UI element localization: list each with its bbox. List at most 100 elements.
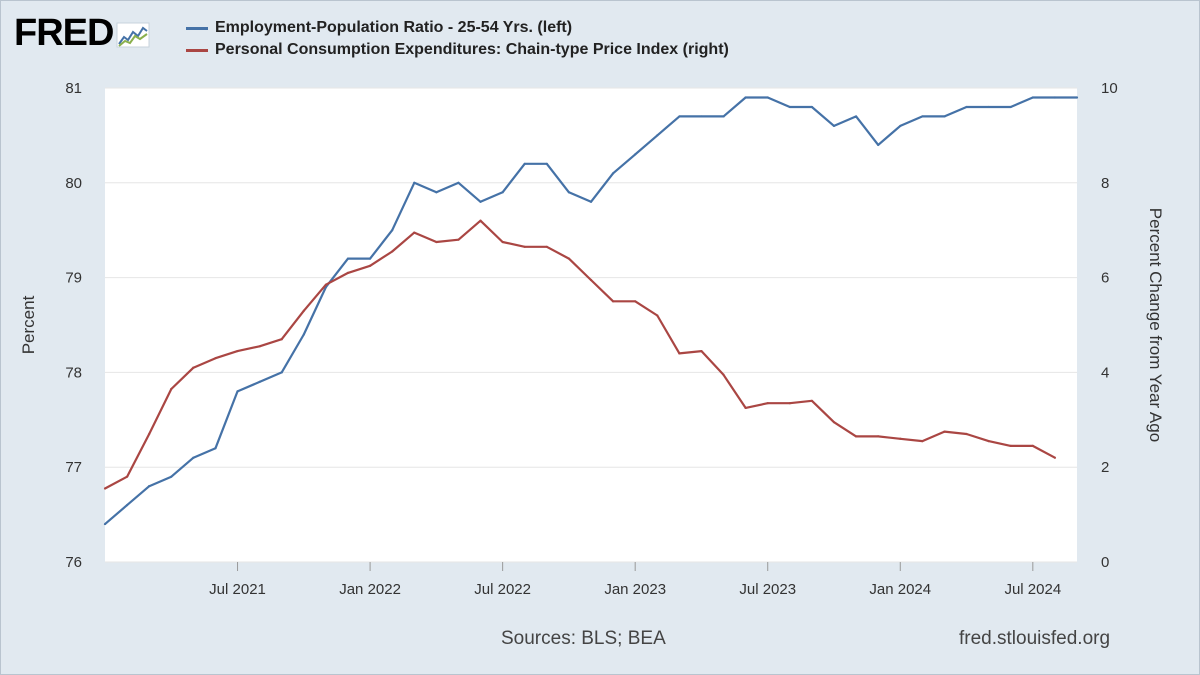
- data-point-pce: [346, 271, 350, 274]
- data-point-employment: [368, 257, 372, 260]
- y-right-axis-title: Percent Change from Year Ago: [1146, 208, 1165, 442]
- data-point-pce: [413, 231, 416, 234]
- y-left-tick-label: 80: [65, 175, 82, 192]
- data-point-pce: [656, 314, 659, 317]
- logo-text: FRED: [14, 12, 114, 54]
- data-point-pce: [545, 245, 548, 248]
- data-point-employment: [766, 96, 769, 99]
- data-point-employment: [258, 380, 261, 383]
- data-point-employment: [280, 371, 283, 374]
- data-point-employment: [545, 162, 548, 165]
- data-point-employment: [1031, 96, 1034, 99]
- chart-legend: Employment-Population Ratio - 25-54 Yrs.…: [186, 17, 729, 61]
- data-point-pce: [1053, 456, 1057, 459]
- y-right-tick-label: 0: [1101, 554, 1109, 571]
- data-point-pce: [236, 349, 239, 353]
- data-point-pce: [832, 421, 836, 424]
- data-point-pce: [611, 300, 615, 303]
- y-left-tick-label: 76: [65, 554, 82, 571]
- data-point-pce: [457, 238, 460, 241]
- data-point-pce: [987, 440, 990, 443]
- data-point-pce: [280, 338, 283, 341]
- data-point-employment: [1053, 96, 1057, 99]
- legend-label-pce: Personal Consumption Expenditures: Chain…: [215, 41, 729, 58]
- data-point-employment: [678, 115, 681, 118]
- site-link[interactable]: fred.stlouisfed.org: [959, 628, 1111, 649]
- y-left-tick-label: 79: [65, 270, 82, 287]
- data-point-employment: [435, 191, 438, 194]
- data-point-employment: [965, 105, 968, 109]
- data-point-employment: [899, 124, 902, 128]
- legend-label-employment: Employment-Population Ratio - 25-54 Yrs.…: [215, 19, 573, 36]
- data-point-pce: [103, 487, 107, 490]
- data-point-employment: [125, 504, 129, 507]
- data-point-employment: [391, 229, 394, 232]
- y-left-tick-label: 77: [65, 459, 82, 476]
- data-point-employment: [457, 181, 460, 184]
- legend-swatch-pce: [186, 48, 208, 52]
- x-tick-label: Jan 2022: [339, 581, 401, 598]
- data-point-pce: [479, 219, 482, 222]
- data-point-employment: [236, 390, 239, 393]
- data-point-pce: [501, 240, 504, 244]
- data-point-pce: [700, 349, 703, 353]
- data-point-pce: [965, 432, 968, 436]
- data-point-pce: [368, 264, 372, 267]
- data-point-pce: [943, 430, 946, 433]
- data-point-employment: [192, 456, 195, 459]
- data-point-employment: [170, 475, 173, 478]
- x-tick-label: Jan 2023: [604, 581, 666, 598]
- data-point-pce: [258, 345, 261, 348]
- y-left-axis-title: Percent: [19, 295, 38, 354]
- sources-note: Sources: BLS; BEA: [501, 628, 666, 649]
- fred-logo[interactable]: FRED: [14, 12, 150, 52]
- data-point-employment: [567, 191, 571, 194]
- data-point-employment: [877, 143, 880, 146]
- y-right-tick-label: 10: [1101, 80, 1118, 97]
- data-point-employment: [501, 191, 504, 194]
- y-right-tick-label: 8: [1101, 175, 1109, 192]
- data-point-pce: [766, 402, 769, 405]
- legend-item-employment[interactable]: Employment-Population Ratio - 25-54 Yrs.…: [186, 17, 729, 39]
- data-point-pce: [788, 402, 791, 405]
- data-point-pce: [810, 399, 814, 402]
- series-line-pce: [104, 219, 1056, 490]
- data-point-employment: [1009, 105, 1012, 109]
- data-point-pce: [148, 432, 151, 436]
- data-point-pce: [1009, 444, 1012, 447]
- x-tick-label: Jul 2021: [209, 581, 266, 598]
- data-point-employment: [103, 522, 107, 526]
- data-point-pce: [214, 357, 217, 360]
- x-tick-label: Jul 2023: [739, 581, 796, 598]
- data-point-employment: [788, 105, 791, 109]
- data-point-employment: [346, 257, 350, 260]
- data-point-pce: [302, 309, 305, 312]
- data-point-employment: [656, 134, 659, 137]
- data-point-pce: [435, 240, 438, 244]
- data-point-pce: [523, 245, 526, 248]
- legend-item-pce[interactable]: Personal Consumption Expenditures: Chain…: [186, 39, 729, 61]
- logo-chart-icon: [116, 22, 150, 48]
- legend-swatch-employment: [186, 26, 208, 30]
- data-point-pce: [877, 435, 880, 438]
- data-point-employment: [413, 181, 416, 184]
- data-point-employment: [479, 200, 482, 203]
- data-point-pce: [921, 440, 924, 443]
- data-point-pce: [1031, 444, 1034, 447]
- data-point-pce: [899, 437, 902, 440]
- data-point-employment: [1075, 96, 1079, 99]
- data-point-pce: [125, 475, 129, 478]
- y-right-tick-label: 4: [1101, 364, 1109, 381]
- data-point-employment: [722, 115, 725, 118]
- data-point-employment: [611, 172, 615, 175]
- data-point-employment: [810, 105, 814, 109]
- data-point-employment: [921, 115, 924, 118]
- data-point-pce: [678, 352, 681, 355]
- data-point-employment: [148, 485, 151, 488]
- data-point-employment: [744, 96, 747, 99]
- data-point-pce: [391, 250, 394, 253]
- data-point-pce: [589, 278, 593, 282]
- data-point-pce: [170, 387, 173, 391]
- data-point-employment: [700, 115, 703, 118]
